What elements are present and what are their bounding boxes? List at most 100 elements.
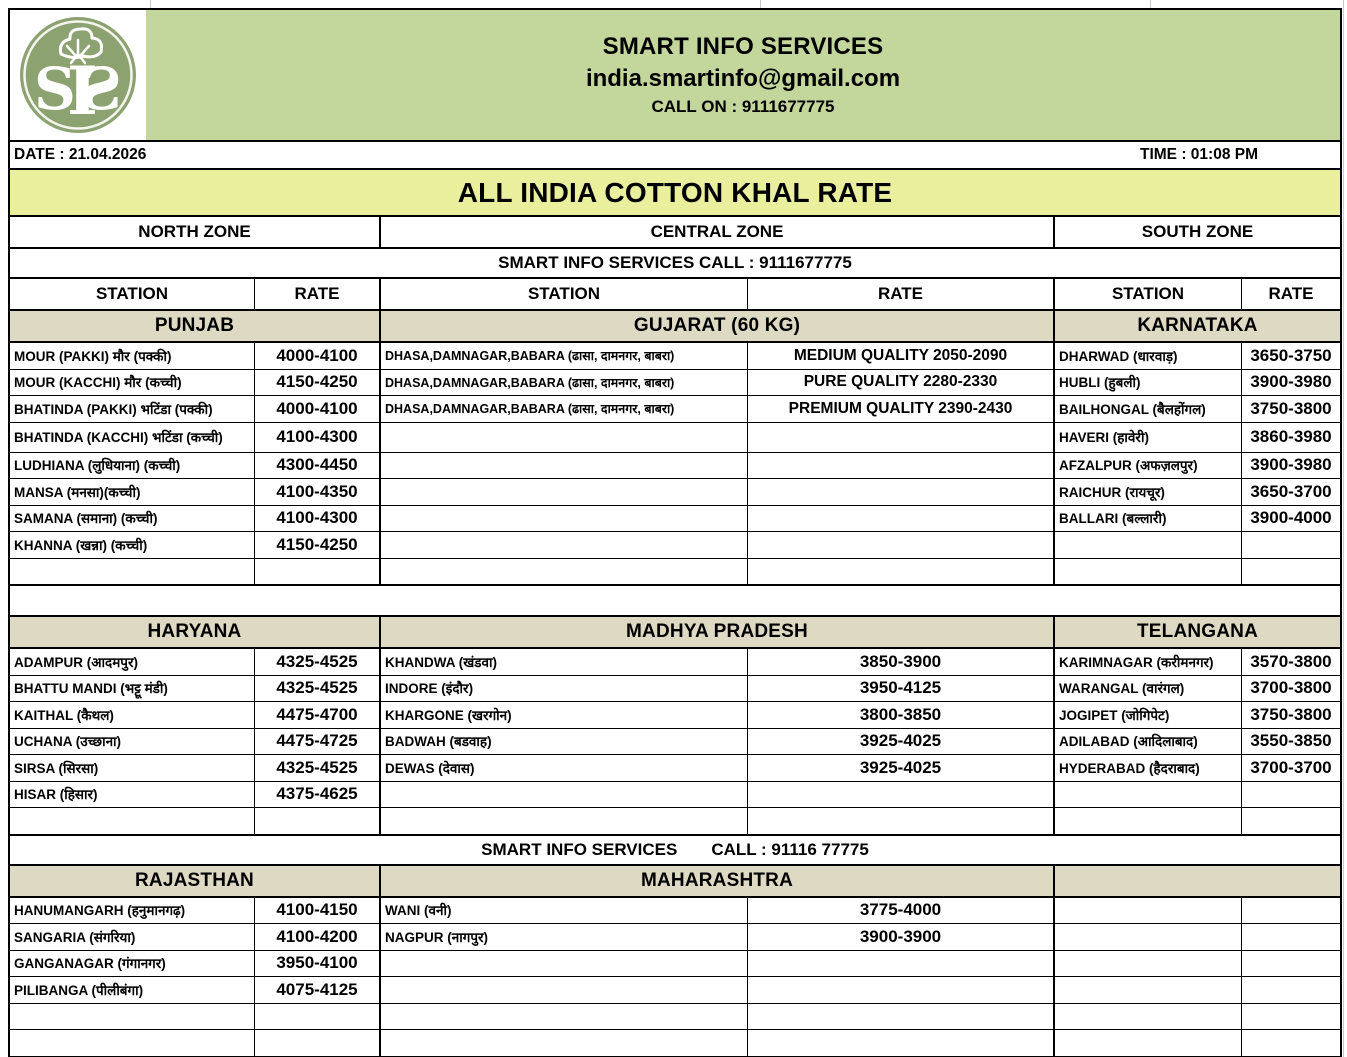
- rate-block-middle: HARYANA MADHYA PRADESH TELANGANA ADAMPUR (आ…: [10, 615, 1340, 834]
- rate-cell: 4100-4150: [255, 897, 381, 923]
- station-cell: DHARWAD (धारवाड़): [1055, 343, 1242, 369]
- rate-cell: [1242, 951, 1340, 977]
- col-header-rate: RATE: [748, 279, 1055, 309]
- table-row: [10, 1002, 1340, 1030]
- col-header-rate: RATE: [255, 279, 381, 309]
- rate-cell: 3775-4000: [748, 897, 1055, 923]
- rate-cell: [748, 808, 1055, 834]
- table-row: LUDHIANA (लुधियाना) (कच्ची) 4300-4450 AFZA…: [10, 451, 1340, 478]
- state-header: MADHYA PRADESH: [381, 617, 1055, 647]
- table-row: UCHANA (उच्छाना) 4475-4725 BADWAH (बडवाह) 3…: [10, 727, 1340, 754]
- gridline: [1343, 0, 1344, 1057]
- station-cell: INDORE (इंदौर): [381, 675, 748, 701]
- state-header: GUJARAT (60 KG): [381, 311, 1055, 341]
- rate-cell: [1242, 924, 1340, 950]
- station-cell: [381, 808, 748, 834]
- table-row: KAITHAL (कैथल) 4475-4700 KHARGONE (खरगोन) 3…: [10, 701, 1340, 728]
- svg-text:I: I: [67, 52, 98, 130]
- call-banner-2-left: SMART INFO SERVICES: [481, 839, 678, 859]
- station-cell: [1055, 924, 1242, 950]
- station-cell: KHANDWA (खंडवा): [381, 649, 748, 675]
- station-cell: WARANGAL (वारंगल): [1055, 675, 1242, 701]
- rate-cell: 3570-3800: [1250, 651, 1332, 671]
- rate-cell: 3550-3850: [1250, 731, 1332, 751]
- date-label: DATE : 21.04.2026: [14, 146, 147, 163]
- station-cell: JOGIPET (जोगिपेट): [1055, 702, 1242, 728]
- rate-cell: 4150-4250: [255, 369, 381, 395]
- rate-block-bottom: RAJASTHAN MAHARASHTRA HANUMANGARH (हनुमानग…: [10, 863, 1340, 1056]
- station-cell: [381, 1030, 748, 1056]
- rate-cell: 3750-3800: [1250, 704, 1332, 724]
- station-cell: [381, 479, 748, 505]
- station-cell: KHANNA (खन्ना) (कच्ची): [10, 532, 255, 558]
- state-band-row: PUNJAB GUJARAT (60 KG) KARNATAKA: [10, 309, 1340, 343]
- station-cell: [1055, 781, 1242, 807]
- rate-cell: [1242, 1004, 1340, 1030]
- rate-cell: PREMIUM QUALITY 2390-2430: [748, 396, 1055, 422]
- rate-cell: [748, 479, 1055, 505]
- station-cell: HAVERI (हावेरी): [1055, 422, 1242, 452]
- station-cell: GANGANAGAR (गंगानगर): [10, 950, 255, 976]
- rate-cell: [748, 452, 1055, 478]
- company-name: SMART INFO SERVICES: [602, 33, 884, 60]
- rate-cell: [1242, 808, 1340, 834]
- table-row: [10, 807, 1340, 834]
- station-cell: [381, 452, 748, 478]
- state-band-row: RAJASTHAN MAHARASHTRA: [10, 863, 1340, 898]
- station-cell: SAMANA (समाना) (कच्ची): [10, 505, 255, 531]
- rate-sheet-table: S I S SMART INFO SERVICES india.smartinf…: [8, 8, 1342, 1057]
- table-row: MOUR (PAKKI) मौर (पक्की) 4000-4100 DHASA,D…: [10, 343, 1340, 369]
- rate-cell: [748, 422, 1055, 452]
- station-cell: [381, 950, 748, 976]
- state-header: RAJASTHAN: [10, 865, 381, 896]
- rate-cell: 4000-4100: [255, 343, 381, 369]
- station-cell: HANUMANGARH (हनुमानगढ़): [10, 897, 255, 923]
- rate-cell: [748, 950, 1055, 976]
- gridline: [760, 0, 761, 8]
- table-row: SAMANA (समाना) (कच्ची) 4100-4300 BALLARI (…: [10, 504, 1340, 531]
- table-row: BHATINDA (PAKKI) भटिंडा (पक्की) 4000-4100…: [10, 395, 1340, 422]
- rate-cell: [1242, 898, 1340, 924]
- station-cell: DHASA,DAMNAGAR,BABARA (ढासा, दामनगर, बाब…: [381, 343, 748, 369]
- station-cell: HYDERABAD (हैदराबाद): [1055, 755, 1242, 781]
- rate-cell: 3900-3900: [748, 924, 1055, 950]
- col-header-station: STATION: [381, 279, 748, 309]
- station-cell: BHATINDA (PAKKI) भटिंडा (पक्की): [10, 396, 255, 422]
- station-cell: [10, 808, 255, 834]
- logo-cell: S I S: [10, 10, 146, 140]
- column-header-row: STATION RATE STATION RATE STATION RATE: [10, 279, 1340, 309]
- unit-note: UNIT IN 100 Kg.: [10, 1055, 1340, 1057]
- rate-cell: [748, 1030, 1055, 1056]
- rate-block-north-top: PUNJAB GUJARAT (60 KG) KARNATAKA MOUR (PAKK…: [10, 309, 1340, 584]
- rate-cell: 3750-3800: [1250, 398, 1332, 418]
- table-row: SANGARIA (संगरिया) 4100-4200 NAGPUR (नागपु…: [10, 923, 1340, 950]
- rate-cell: 4325-4525: [255, 649, 381, 675]
- date-time-row: DATE : 21.04.2026 TIME : 01:08 PM: [10, 142, 1340, 168]
- col-header-station: STATION: [1055, 279, 1242, 309]
- rate-cell: [748, 977, 1055, 1003]
- station-cell: [1055, 532, 1242, 558]
- station-cell: NAGPUR (नागपुर): [381, 924, 748, 950]
- company-call: CALL ON : 9111677775: [651, 97, 835, 116]
- rate-cell: 4325-4525: [255, 675, 381, 701]
- rate-cell: [255, 1003, 381, 1029]
- station-cell: [381, 558, 748, 584]
- call-banner-2: SMART INFO SERVICES CALL : 91116 77775: [10, 833, 1340, 864]
- sis-cotton-logo-icon: S I S: [20, 17, 136, 133]
- gridline: [150, 0, 151, 8]
- station-cell: BHATINDA (KACCHI) भटिंडा (कच्ची): [10, 422, 255, 452]
- rate-cell: 3950-4100: [255, 950, 381, 976]
- state-header: MAHARASHTRA: [381, 865, 1055, 896]
- rate-cell: [1242, 977, 1340, 1003]
- rate-cell: 3900-3980: [1250, 455, 1332, 475]
- rate-cell: 3800-3850: [748, 702, 1055, 728]
- gridline: [1150, 0, 1151, 8]
- station-cell: BADWAH (बडवाह): [381, 728, 748, 754]
- zone-central: CENTRAL ZONE: [381, 217, 1055, 247]
- col-header-rate: RATE: [1268, 284, 1314, 303]
- station-cell: MOUR (PAKKI) मौर (पक्की): [10, 343, 255, 369]
- station-cell: [381, 422, 748, 452]
- table-row: BHATTU MANDI (भट्टू मंडी) 4325-4525 INDORE…: [10, 674, 1340, 701]
- rate-cell: 3700-3700: [1250, 757, 1332, 777]
- station-cell: UCHANA (उच्छाना): [10, 728, 255, 754]
